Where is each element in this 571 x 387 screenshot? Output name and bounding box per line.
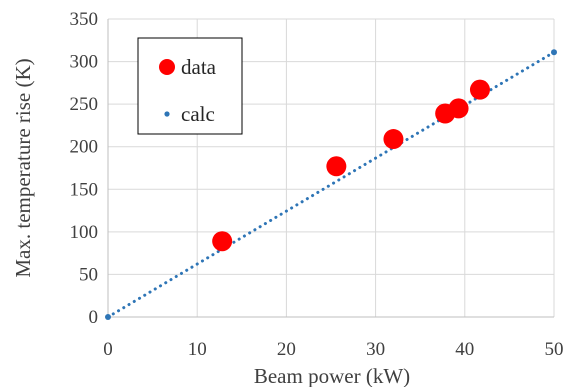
data-point: [212, 231, 233, 252]
legend-data-label: data: [181, 55, 217, 79]
y-tick-label: 200: [70, 137, 99, 158]
legend-box: [137, 37, 243, 135]
data-series: [212, 79, 490, 252]
x-tick-label: 20: [277, 339, 296, 360]
y-tick-label: 250: [70, 94, 99, 115]
y-tick-label: 150: [70, 179, 99, 200]
x-tick-label: 30: [366, 339, 385, 360]
legend-data-marker: [159, 59, 175, 75]
y-tick-label: 350: [70, 9, 99, 30]
data-point: [326, 156, 347, 177]
data-point: [469, 79, 490, 100]
x-tick-label: 10: [188, 339, 207, 360]
x-tick-label: 40: [455, 339, 474, 360]
x-tick-labels: 0 10 20 30 40 50: [103, 339, 563, 360]
legend-calc-label: calc: [181, 102, 215, 126]
y-tick-label: 100: [70, 222, 99, 243]
axes: [107, 19, 554, 318]
x-axis-label: Beam power (kW): [254, 364, 410, 387]
calc-point: [105, 314, 111, 320]
y-tick-label: 0: [89, 307, 99, 328]
y-tick-label: 50: [79, 264, 98, 285]
data-point: [383, 129, 404, 150]
y-tick-labels: 0 50 100 150 200 250 300 350: [70, 9, 99, 328]
calc-point: [551, 49, 557, 56]
data-point: [448, 98, 469, 119]
x-tick-label: 50: [545, 339, 564, 360]
y-tick-label: 300: [70, 52, 99, 73]
legend: data calc: [137, 37, 243, 135]
legend-calc-marker: [164, 111, 170, 117]
y-axis-label: Max. temperature rise (K): [11, 58, 35, 277]
x-tick-label: 0: [103, 339, 113, 360]
